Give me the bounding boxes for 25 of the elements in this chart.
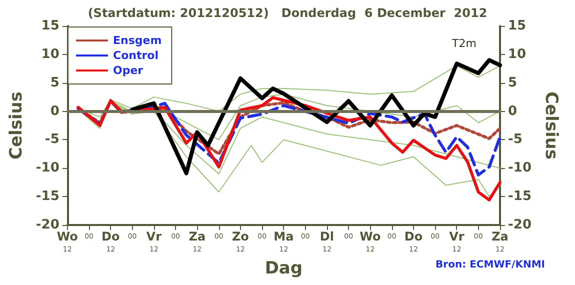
y2-tick-label: 15 (508, 18, 526, 34)
text: Bron: ECMWF/KNMI (436, 260, 546, 270)
y2-tick-label: 10 (508, 46, 526, 62)
y2-tick-label: -5 (508, 132, 522, 148)
y2-tick-label: -15 (508, 189, 532, 204)
y2-axis-title: Celsius (540, 92, 561, 160)
y-tick-label: 10 (41, 46, 60, 62)
y-tick-label: -5 (44, 132, 60, 148)
legend-label: Ensgem (113, 34, 162, 47)
y-tick-label: 0 (50, 104, 60, 119)
y-axis-title: Celsius (6, 92, 26, 160)
y-tick-label: -15 (36, 189, 60, 204)
y2-tick-label: 5 (508, 75, 518, 90)
annotation: T2m (451, 37, 476, 50)
y-tick-label: -10 (36, 160, 60, 176)
y2-tick-label: -10 (508, 160, 532, 176)
x-axis-title: Dag (264, 258, 303, 278)
y2-tick-label: 0 (508, 104, 518, 119)
y2-tick-label: -20 (508, 218, 532, 232)
legend-label: Control (113, 49, 158, 62)
y-tick-label: -20 (36, 218, 60, 232)
legend-label: Oper (113, 64, 144, 77)
chart-title: (Startdatum: 2012120512) Donderdag 6 December 2012 (88, 6, 488, 20)
y-tick-label: 15 (41, 18, 60, 34)
y-tick-label: 5 (50, 75, 60, 90)
